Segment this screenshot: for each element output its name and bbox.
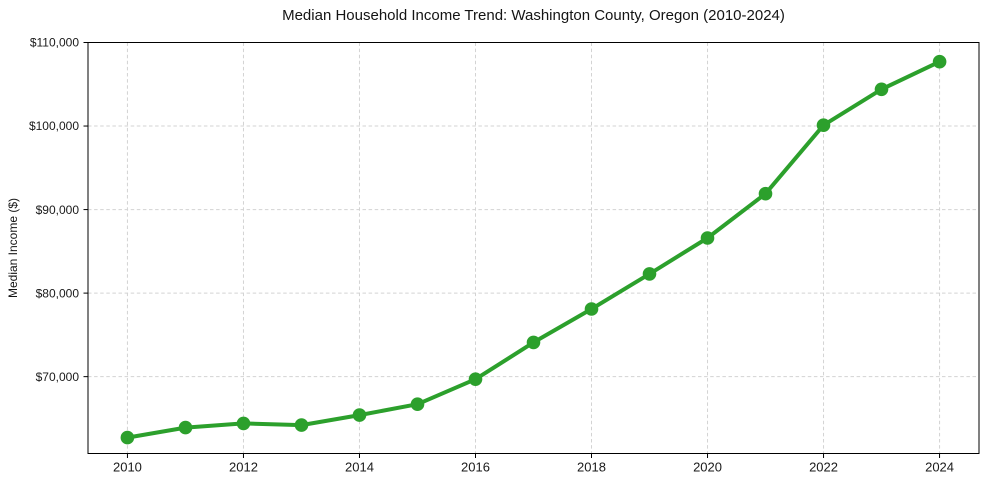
data-point-2013 xyxy=(294,418,309,432)
x-tick-label: 2022 xyxy=(809,460,838,475)
y-tick-label: $110,000 xyxy=(30,36,79,50)
x-tick-label: 2020 xyxy=(693,460,722,475)
data-point-2012 xyxy=(236,416,251,431)
y-axis-title: Median Income ($) xyxy=(6,197,20,299)
x-tick-label: 2012 xyxy=(229,460,258,475)
data-point-2010 xyxy=(120,430,135,445)
x-tick-label: 2024 xyxy=(925,460,954,475)
data-point-2017 xyxy=(526,335,541,350)
data-point-2023 xyxy=(874,82,889,97)
data-point-2020 xyxy=(700,231,715,245)
x-tick-label: 2014 xyxy=(345,460,374,475)
data-point-2011 xyxy=(178,420,193,435)
data-point-2021 xyxy=(758,186,773,201)
plot-frame xyxy=(87,42,980,454)
y-tick-label: $80,000 xyxy=(36,286,80,300)
trend-line xyxy=(125,59,942,440)
y-tick-label: $70,000 xyxy=(36,370,80,384)
y-tick-label: $100,000 xyxy=(29,119,79,133)
data-point-2015 xyxy=(410,397,425,412)
y-tick-label: $90,000 xyxy=(36,203,80,217)
data-point-2018 xyxy=(584,302,599,316)
data-point-2014 xyxy=(352,408,367,422)
chart-title: Median Household Income Trend: Washingto… xyxy=(282,7,785,24)
data-point-2019 xyxy=(642,267,657,281)
data-point-2016 xyxy=(468,372,483,387)
data-point-2024 xyxy=(932,54,947,69)
x-tick-label: 2010 xyxy=(113,460,142,475)
x-tick-label: 2016 xyxy=(461,460,490,475)
x-tick-label: 2018 xyxy=(577,460,606,475)
data-point-2022 xyxy=(816,118,831,132)
